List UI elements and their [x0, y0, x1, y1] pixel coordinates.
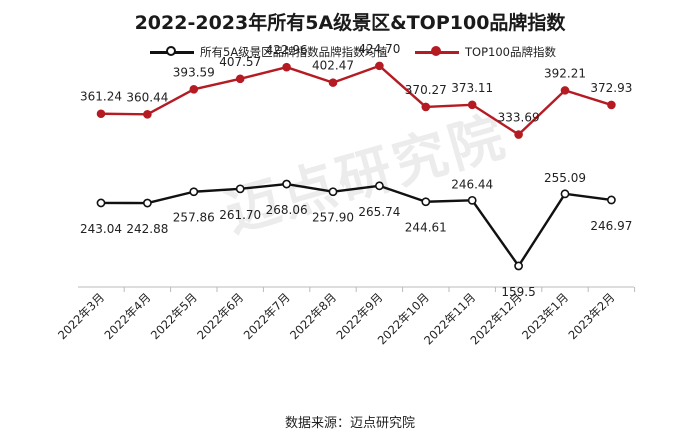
point-average-0 [96, 198, 106, 208]
label-top100-11: 372.93 [590, 81, 632, 95]
point-top100-0 [96, 109, 106, 119]
data-source: 数据来源：迈点研究院 [284, 416, 415, 431]
point-average-7 [421, 197, 431, 207]
label-top100-4: 422.96 [266, 43, 308, 57]
label-average-11: 246.97 [590, 219, 632, 233]
point-average-9 [514, 261, 523, 271]
point-top100-11 [607, 100, 616, 110]
label-top100-5: 402.47 [312, 59, 354, 73]
label-average-6: 265.74 [358, 205, 400, 219]
point-top100-7 [421, 102, 431, 112]
point-top100-2 [189, 85, 199, 94]
label-top100-3: 407.57 [219, 55, 261, 69]
point-top100-1 [143, 110, 152, 119]
x-tick-label-0: 2022年3月 [55, 290, 107, 342]
label-top100-10: 392.21 [544, 66, 586, 80]
label-average-2: 257.86 [173, 211, 215, 225]
label-average-3: 261.70 [219, 208, 261, 222]
chart-legend: 所有5A级景区品牌指数品牌指数均值 TOP100品牌指数 [0, 44, 700, 66]
point-average-1 [142, 198, 152, 208]
label-top100-8: 373.11 [451, 81, 493, 95]
point-average-10 [560, 189, 570, 199]
legend-swatch-top100 [415, 46, 459, 58]
label-top100-7: 370.27 [405, 83, 447, 97]
x-tick-label-2: 2022年5月 [148, 290, 200, 342]
chart-title: 2022-2023年所有5A级景区&TOP100品牌指数 [134, 12, 566, 34]
point-top100-6 [375, 61, 384, 71]
label-average-10: 255.09 [544, 171, 586, 185]
point-top100-5 [328, 78, 338, 87]
point-top100-8 [467, 100, 477, 110]
legend-item-top100: TOP100品牌指数 [415, 44, 556, 60]
point-top100-3 [235, 74, 245, 84]
legend-label-top100: TOP100品牌指数 [465, 45, 556, 59]
label-top100-2: 393.59 [173, 65, 215, 79]
label-average-7: 244.61 [405, 221, 447, 235]
label-average-5: 257.90 [312, 211, 354, 225]
label-average-9: 159.5 [501, 285, 535, 299]
x-tick-label-11: 2023年2月 [565, 290, 617, 342]
label-top100-9: 333.69 [498, 111, 540, 125]
point-average-2 [189, 187, 199, 197]
point-average-8 [467, 195, 477, 205]
x-tick-label-3: 2022年6月 [194, 290, 246, 342]
x-tick-label-4: 2022年7月 [241, 290, 293, 342]
series-line-0 [100, 182, 612, 268]
label-average-0: 243.04 [80, 222, 122, 236]
point-average-4 [282, 179, 291, 189]
label-average-4: 268.06 [266, 203, 308, 217]
point-top100-10 [560, 86, 570, 95]
legend-swatch-average [150, 46, 194, 58]
label-top100-1: 360.44 [126, 90, 168, 104]
point-average-6 [374, 181, 384, 191]
label-top100-0: 361.24 [80, 90, 122, 104]
point-top100-9 [514, 130, 523, 139]
series-line-1 [100, 64, 612, 136]
label-top100-6: 424.70 [358, 42, 400, 56]
label-average-8: 246.44 [451, 177, 493, 191]
legend-item-average: 所有5A级景区品牌指数品牌指数均值 [150, 44, 388, 60]
point-average-11 [607, 195, 616, 205]
point-top100-4 [282, 62, 291, 72]
point-average-5 [328, 187, 338, 197]
point-average-3 [235, 184, 245, 194]
label-average-1: 242.88 [126, 222, 168, 236]
x-tick-label-1: 2022年4月 [101, 290, 153, 342]
legend-label-average: 所有5A级景区品牌指数品牌指数均值 [200, 45, 388, 59]
x-tick-label-5: 2022年8月 [287, 290, 339, 342]
